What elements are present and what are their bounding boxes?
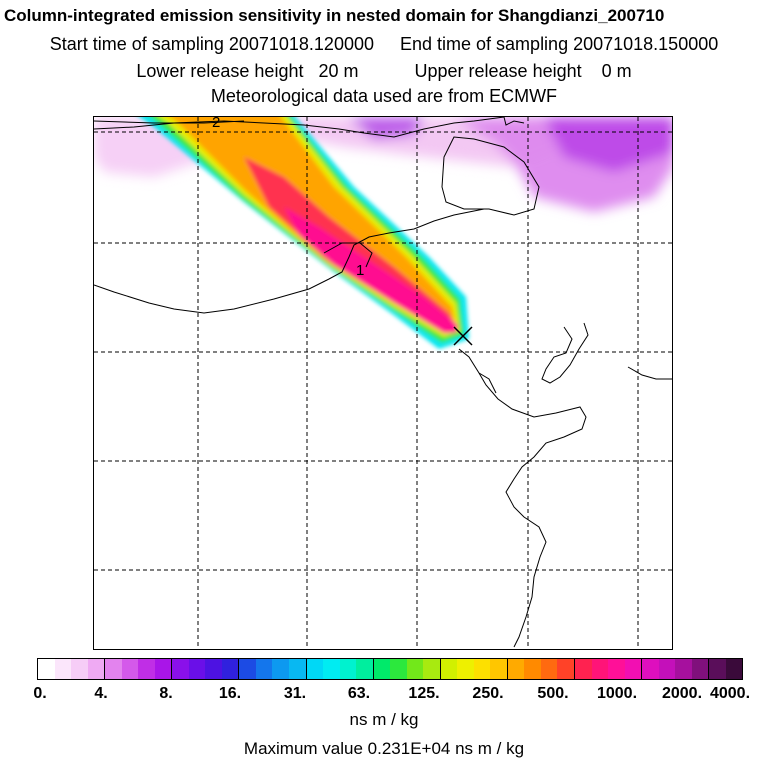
colorbar-cell — [38, 659, 55, 679]
colorbar-cell — [390, 659, 407, 679]
colorbar-cell — [272, 659, 289, 679]
colorbar-cell — [675, 659, 692, 679]
colorbar-cell — [288, 659, 306, 679]
contour-label-1: 1 — [356, 262, 364, 279]
colorbar-tick-label: 250. — [472, 685, 504, 702]
colorbar-cell — [457, 659, 474, 679]
colorbar-cell — [71, 659, 88, 679]
upper-release-label: Upper release height 0 m — [414, 61, 632, 81]
colorbar-tick-label: 4. — [94, 685, 108, 702]
colorbar-cell — [574, 659, 592, 679]
colorbar-cell — [356, 659, 373, 679]
contour-label-2: 2 — [212, 117, 220, 131]
colorbar-cell — [87, 659, 105, 679]
colorbar-cell — [104, 659, 122, 679]
colorbar-tick-label: 500. — [537, 685, 569, 702]
colorbar-cell — [608, 659, 625, 679]
colorbar-tick-label: 4000. — [709, 685, 751, 702]
colorbar-cell — [557, 659, 574, 679]
colorbar-cell — [54, 659, 72, 679]
colorbar-cell — [490, 659, 507, 679]
contour-line-2 — [94, 120, 245, 124]
colorbar-cell — [725, 659, 743, 679]
colorbar-cell — [372, 659, 391, 679]
end-time-label: End time of sampling 20071018.150000 — [400, 34, 719, 54]
map-grid — [94, 117, 672, 649]
contour-line-1 — [323, 242, 373, 268]
plume-band-magenta — [284, 207, 458, 333]
hebei-coast-line — [478, 372, 497, 394]
colorbar-cell — [205, 659, 222, 679]
max-value-label: Maximum value 0.231E+04 ns m / kg — [243, 739, 525, 758]
bohai-coast-line — [458, 348, 587, 648]
colorbar-cell — [339, 659, 357, 679]
start-time-label: Start time of sampling 20071018.120000 — [49, 34, 374, 54]
colorbar-cell — [323, 659, 340, 679]
colorbar-cell — [473, 659, 491, 679]
colorbar-units: ns m / kg — [349, 710, 419, 729]
colorbar-cell — [188, 659, 206, 679]
colorbar-cell — [154, 659, 172, 679]
sampling-time-line: Start time of sampling 20071018.120000 En… — [0, 33, 768, 55]
map-canvas: 2 1 — [94, 117, 672, 649]
colorbar-cell — [708, 659, 726, 679]
colorbar — [37, 658, 743, 680]
colorbar-cell — [138, 659, 155, 679]
contours — [94, 120, 373, 268]
colorbar-tick-label: 2000. — [661, 685, 703, 702]
colorbar-cell — [506, 659, 525, 679]
release-height-line: Lower release height 20 m Upper release h… — [0, 60, 768, 82]
colorbar-cell — [305, 659, 324, 679]
colorbar-cell — [238, 659, 256, 679]
colorbar-cell — [658, 659, 676, 679]
colorbar-cell — [221, 659, 239, 679]
lower-release-label: Lower release height 20 m — [136, 61, 359, 81]
liaodong-coast-line — [541, 322, 589, 384]
colorbar-tick-label: 0. — [33, 685, 47, 702]
colorbar-cell — [121, 659, 139, 679]
met-data-label: Meteorological data used are from ECMWF — [210, 86, 558, 106]
colorbar-cell — [641, 659, 659, 679]
colorbar-cell — [624, 659, 642, 679]
colorbar-tick-label: 31. — [283, 685, 307, 702]
map-panel: 2 1 — [93, 116, 673, 650]
mongolia-border-line — [441, 136, 540, 216]
colorbar-cell — [540, 659, 558, 679]
shandong-coast-line — [627, 366, 672, 380]
colorbar-cell — [171, 659, 189, 679]
colorbar-cell — [439, 659, 458, 679]
top-right-violet-core — [544, 117, 672, 172]
colorbar-tick-label: 125. — [408, 685, 440, 702]
colorbar-tick-label: 63. — [347, 685, 371, 702]
northeast-border-line — [503, 117, 525, 126]
colorbar-cell — [255, 659, 273, 679]
inner-border-line — [94, 208, 485, 314]
colorbar-cell — [691, 659, 709, 679]
colorbar-cell — [524, 659, 541, 679]
background-sensitivity-field — [94, 117, 672, 212]
colorbar-cell — [406, 659, 424, 679]
colorbar-tick-label: 1000. — [596, 685, 638, 702]
x-icon — [453, 326, 473, 346]
colorbar-cell — [591, 659, 609, 679]
colorbar-cell — [423, 659, 440, 679]
colorbar-tick-label: 16. — [218, 685, 242, 702]
map-title: Column-integrated emission sensitivity i… — [4, 6, 665, 25]
colorbar-tick-label: 8. — [159, 685, 173, 702]
